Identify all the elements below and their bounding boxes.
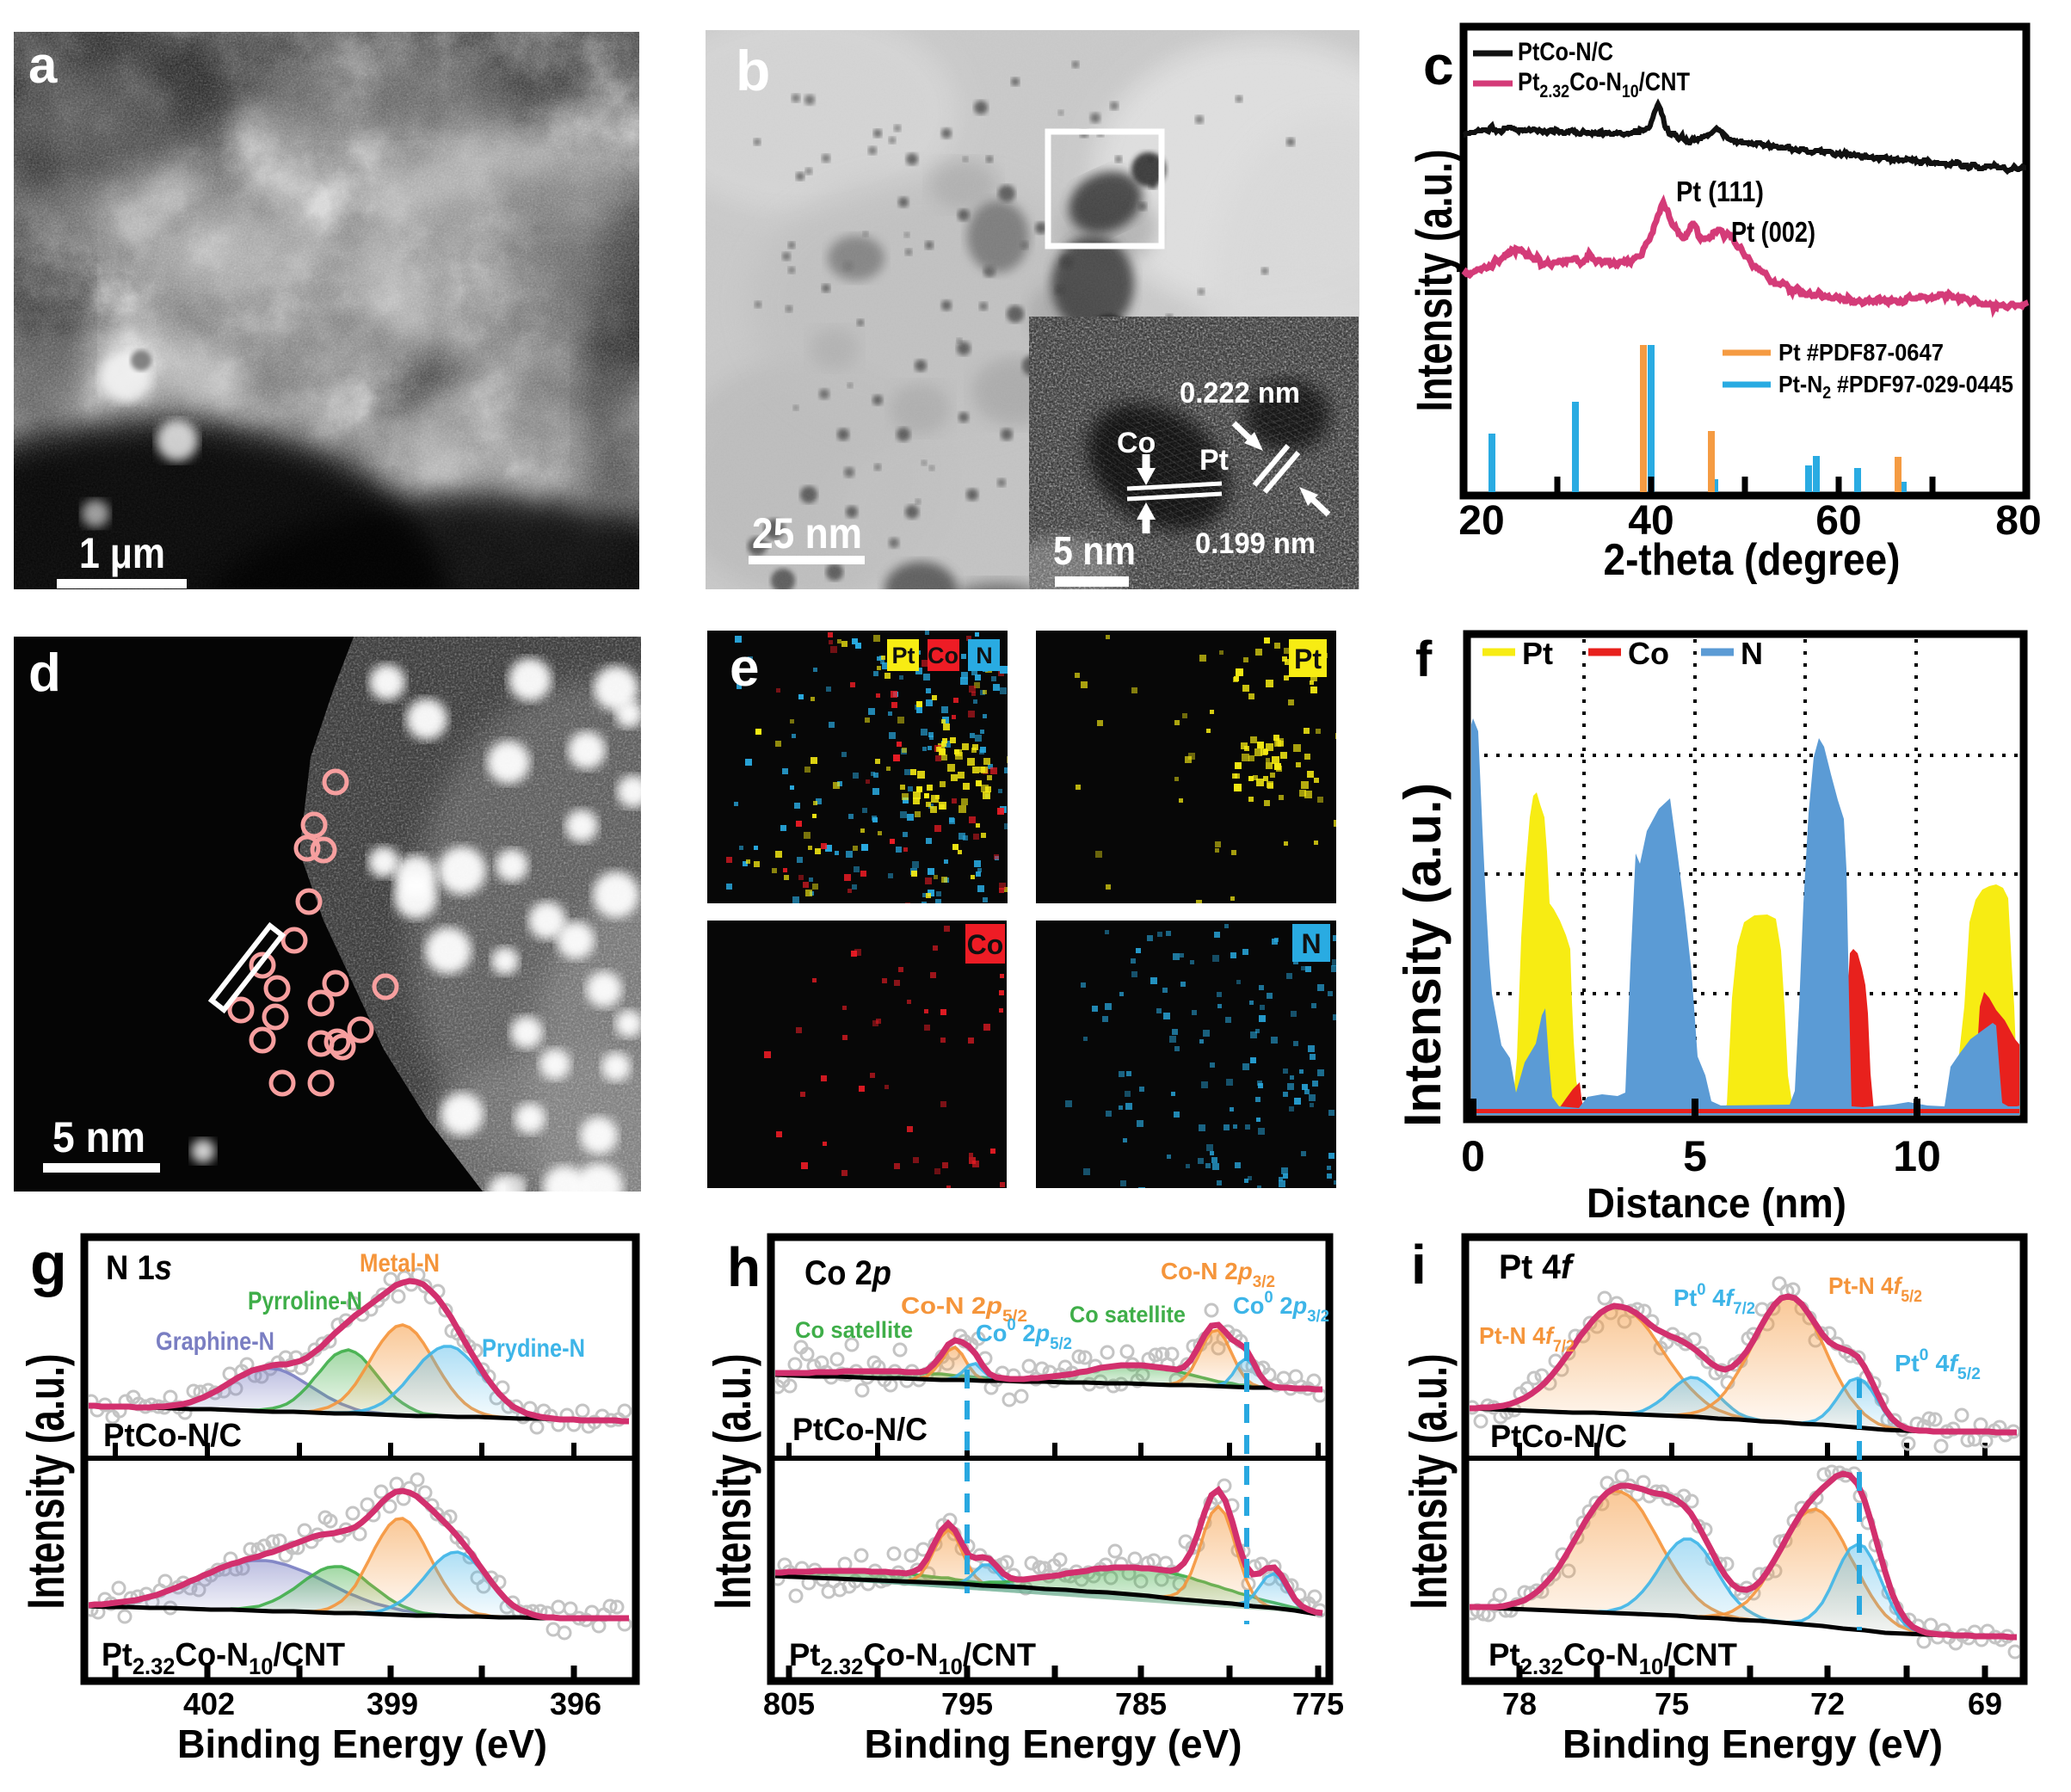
svg-text:Distance (nm): Distance (nm) bbox=[1587, 1181, 1846, 1227]
svg-text:2-theta (degree): 2-theta (degree) bbox=[1604, 535, 1901, 585]
svg-text:d: d bbox=[28, 644, 61, 703]
svg-text:72: 72 bbox=[1810, 1686, 1845, 1721]
svg-text:795: 795 bbox=[941, 1686, 993, 1721]
svg-text:0: 0 bbox=[1461, 1132, 1485, 1180]
svg-text:PtCo-N/C: PtCo-N/C bbox=[1518, 38, 1613, 66]
svg-text:Pyrroline-N: Pyrroline-N bbox=[248, 1287, 362, 1315]
svg-text:Pt: Pt bbox=[1522, 636, 1553, 671]
svg-text:Co: Co bbox=[1628, 636, 1669, 671]
svg-text:Graphine-N: Graphine-N bbox=[156, 1327, 274, 1356]
svg-text:h: h bbox=[727, 1236, 761, 1298]
svg-text:Pt-N2 #PDF97-029-0445: Pt-N2 #PDF97-029-0445 bbox=[1778, 371, 2013, 403]
svg-text:0.222 nm: 0.222 nm bbox=[1180, 377, 1300, 410]
svg-text:Pt (111): Pt (111) bbox=[1676, 176, 1764, 207]
svg-text:Pt #PDF87-0647: Pt #PDF87-0647 bbox=[1778, 339, 1944, 366]
svg-text:10: 10 bbox=[1893, 1132, 1941, 1180]
svg-text:Co satellite: Co satellite bbox=[795, 1317, 913, 1343]
svg-text:Co: Co bbox=[967, 929, 1004, 960]
svg-text:75: 75 bbox=[1655, 1686, 1689, 1721]
svg-text:Intensity (a.u.): Intensity (a.u.) bbox=[704, 1354, 761, 1610]
svg-text:PtCo-N/C: PtCo-N/C bbox=[103, 1418, 242, 1454]
svg-text:Pt 4f: Pt 4f bbox=[1499, 1248, 1575, 1286]
svg-text:N: N bbox=[976, 643, 993, 668]
svg-text:Intensity (a.u.): Intensity (a.u.) bbox=[17, 1354, 75, 1610]
svg-text:PtCo-N/C: PtCo-N/C bbox=[792, 1412, 928, 1447]
svg-text:80: 80 bbox=[1995, 498, 2041, 544]
svg-text:Binding Energy (eV): Binding Energy (eV) bbox=[177, 1721, 547, 1766]
svg-text:Pt: Pt bbox=[892, 643, 915, 668]
svg-text:5 nm: 5 nm bbox=[1053, 528, 1136, 573]
svg-text:Binding Energy (eV): Binding Energy (eV) bbox=[865, 1721, 1242, 1766]
svg-text:40: 40 bbox=[1628, 498, 1673, 544]
svg-text:Pt2.32Co-N10/CNT: Pt2.32Co-N10/CNT bbox=[789, 1637, 1036, 1679]
svg-text:399: 399 bbox=[367, 1686, 418, 1721]
svg-text:60: 60 bbox=[1815, 498, 1861, 544]
svg-text:69: 69 bbox=[1968, 1686, 2002, 1721]
svg-text:785: 785 bbox=[1115, 1686, 1167, 1721]
svg-text:1 μm: 1 μm bbox=[79, 529, 165, 577]
svg-text:5: 5 bbox=[1683, 1132, 1707, 1180]
svg-text:c: c bbox=[1423, 34, 1454, 96]
svg-text:e: e bbox=[730, 638, 759, 698]
svg-text:Co: Co bbox=[928, 643, 958, 668]
svg-text:402: 402 bbox=[183, 1686, 235, 1721]
svg-text:g: g bbox=[30, 1230, 67, 1297]
svg-text:805: 805 bbox=[763, 1686, 815, 1721]
svg-text:Co satellite: Co satellite bbox=[1069, 1302, 1186, 1327]
svg-text:775: 775 bbox=[1292, 1686, 1344, 1721]
svg-text:Prydine-N: Prydine-N bbox=[482, 1334, 585, 1363]
svg-text:a: a bbox=[28, 36, 58, 94]
svg-text:0.199 nm: 0.199 nm bbox=[1195, 527, 1316, 560]
svg-text:Intensity (a.u.): Intensity (a.u.) bbox=[1394, 783, 1452, 1127]
svg-text:PtCo-N/C: PtCo-N/C bbox=[1490, 1419, 1627, 1454]
svg-text:Co: Co bbox=[1117, 427, 1156, 459]
svg-text:N: N bbox=[1741, 636, 1763, 671]
svg-text:Intensity (a.u.): Intensity (a.u.) bbox=[1407, 150, 1463, 412]
svg-text:Pt: Pt bbox=[1199, 444, 1229, 477]
svg-text:25 nm: 25 nm bbox=[752, 509, 862, 557]
svg-text:Binding Energy (eV): Binding Energy (eV) bbox=[1562, 1721, 1943, 1766]
svg-text:20: 20 bbox=[1458, 498, 1504, 544]
svg-text:N: N bbox=[1301, 928, 1321, 959]
svg-text:396: 396 bbox=[550, 1686, 601, 1721]
svg-text:i: i bbox=[1411, 1234, 1427, 1296]
svg-text:b: b bbox=[736, 39, 770, 102]
svg-text:Pt (002): Pt (002) bbox=[1731, 216, 1815, 248]
svg-text:Co 2p: Co 2p bbox=[804, 1254, 891, 1292]
svg-text:Intensity (a.u.): Intensity (a.u.) bbox=[1400, 1354, 1458, 1610]
svg-text:5 nm: 5 nm bbox=[52, 1113, 145, 1161]
svg-text:f: f bbox=[1415, 631, 1433, 687]
svg-text:78: 78 bbox=[1502, 1686, 1537, 1721]
svg-text:N 1s: N 1s bbox=[106, 1249, 172, 1287]
svg-text:Pt: Pt bbox=[1294, 644, 1322, 674]
svg-text:Metal-N: Metal-N bbox=[360, 1249, 440, 1278]
